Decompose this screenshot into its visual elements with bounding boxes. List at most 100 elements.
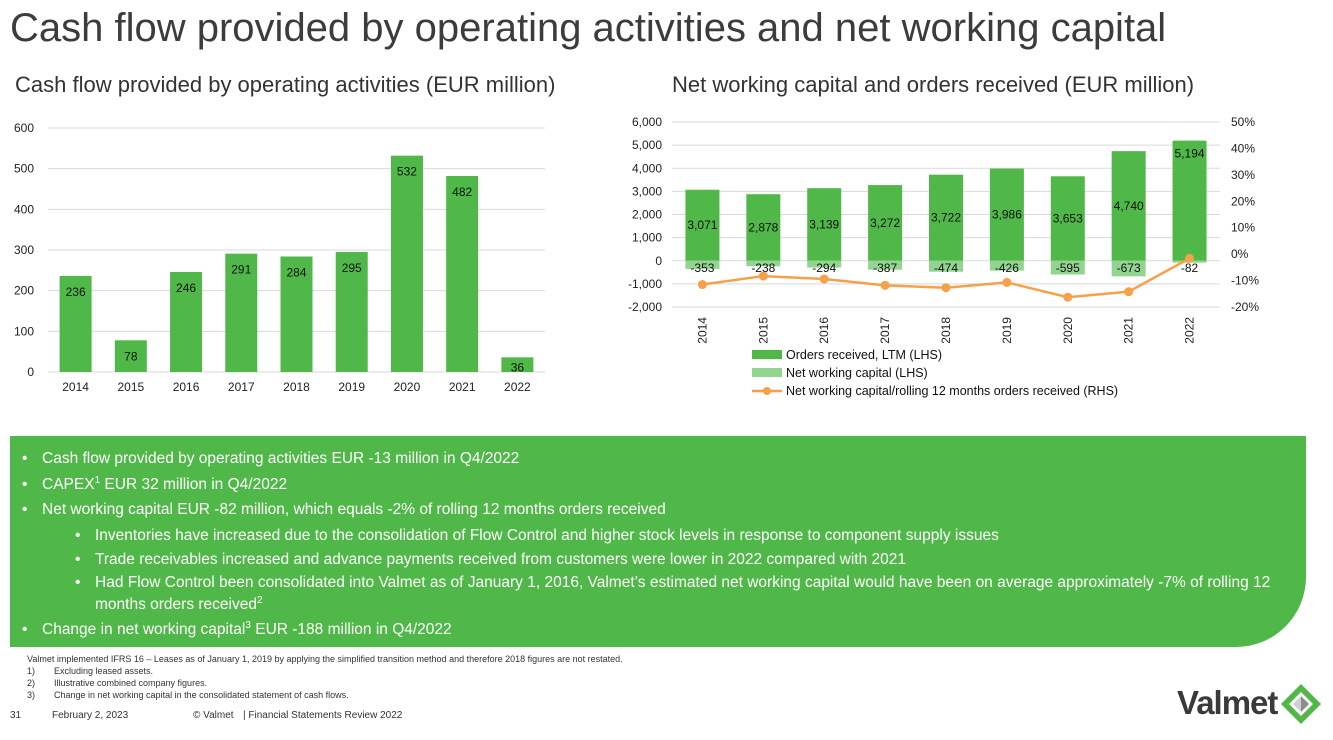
data-label-2021: 482	[452, 185, 472, 199]
bar-2018	[280, 256, 313, 372]
y-tick-label: 2,000	[632, 208, 662, 222]
orders-label-2016: 3,139	[809, 217, 839, 231]
data-label-2015: 78	[124, 349, 138, 363]
footnote-intro: Valmet implemented IFRS 16 – Leases as o…	[27, 654, 623, 664]
ratio-point-2014	[697, 280, 707, 290]
y2-tick-label: 50%	[1231, 115, 1255, 129]
x-tick-label-2019: 2019	[338, 380, 365, 394]
orders-label-2019: 3,986	[992, 208, 1022, 222]
x-tick-label-2014: 2014	[62, 380, 89, 394]
sub-bullet-flow-control: Had Flow Control been consolidated into …	[75, 572, 1275, 615]
y-tick-label: 100	[14, 324, 34, 338]
x-tick-label-2022: 2022	[504, 380, 531, 394]
data-label-2022: 36	[511, 360, 525, 374]
ratio-point-2015	[758, 271, 768, 281]
page-title: Cash flow provided by operating activiti…	[10, 6, 1167, 50]
y-tick-label: 3,000	[632, 184, 662, 198]
y-tick-label: 5,000	[632, 138, 662, 152]
data-label-2020: 532	[397, 165, 417, 179]
ratio-point-2021	[1124, 287, 1134, 297]
ratio-point-2016	[819, 274, 829, 284]
nwc-bar-2014	[685, 260, 720, 269]
nwc-bar-2018	[929, 260, 963, 272]
data-label-2014: 236	[66, 285, 86, 299]
valmet-logo: Valmet	[1177, 684, 1327, 726]
legend-orders: Orders received, LTM (LHS)	[786, 348, 942, 362]
x-tick-label-2016: 2016	[817, 317, 831, 344]
y2-tick-label: 20%	[1231, 194, 1255, 208]
nwc-label-2017: -387	[873, 261, 897, 275]
valmet-diamond-icon	[1281, 684, 1321, 724]
y-tick-label: 4,000	[632, 161, 662, 175]
ratio-point-2018	[941, 283, 951, 293]
bar-2021	[446, 175, 479, 372]
nwc-label-2020: -595	[1056, 261, 1080, 275]
bullet-change-nwc: Change in net working capital3 EUR -188 …	[22, 619, 1275, 641]
bar-2020	[390, 155, 423, 372]
orders-bar-2015	[746, 194, 781, 261]
y-tick-label: -1,000	[628, 277, 662, 291]
footnotes: Valmet implemented IFRS 16 – Leases as o…	[27, 653, 623, 702]
bar-2016	[170, 271, 203, 372]
data-label-2017: 291	[231, 263, 251, 277]
orders-bar-2016	[807, 188, 842, 261]
y2-tick-label: 10%	[1231, 221, 1255, 235]
ratio-point-2020	[1063, 292, 1073, 302]
x-tick-label-2014: 2014	[695, 317, 709, 344]
x-tick-label-2021: 2021	[449, 380, 476, 394]
y-tick-label: 400	[14, 202, 34, 216]
y-tick-label: 300	[14, 243, 34, 257]
bar-2022	[501, 357, 534, 372]
orders-bar-2019	[989, 168, 1024, 261]
nwc-label-2019: -426	[995, 261, 1019, 275]
y-tick-label: 6,000	[632, 115, 662, 129]
data-label-2019: 295	[342, 261, 362, 275]
legend-ratio: Net working capital/rolling 12 months or…	[786, 384, 1118, 398]
data-label-2018: 284	[286, 266, 306, 280]
x-tick-label-2016: 2016	[173, 380, 200, 394]
x-tick-label-2018: 2018	[939, 317, 953, 344]
summary-bullets: Cash flow provided by operating activiti…	[22, 448, 1275, 645]
x-tick-label-2020: 2020	[1061, 317, 1075, 344]
nwc-bar-2021	[1111, 260, 1146, 277]
footer-document: | Financial Statements Review 2022	[243, 710, 403, 721]
nwc-orders-chart: -2,000 -1,000 0 1,000 2,000 3,000 4,000 5,000 6,…	[628, 115, 1259, 398]
orders-label-2022: 5,194	[1175, 147, 1205, 161]
orders-label-2021: 4,740	[1114, 199, 1144, 213]
sub-bullet-receivables: Trade receivables increased and advance …	[75, 549, 1275, 571]
x-tick-label-2021: 2021	[1122, 317, 1136, 344]
x-tick-label-2018: 2018	[283, 380, 310, 394]
footnote-2: 2) Illustrative combined company figures.	[27, 678, 208, 689]
orders-bar-2021	[1111, 151, 1146, 261]
nwc-label-2015: -238	[751, 261, 775, 275]
orders-label-2018: 3,722	[931, 211, 961, 225]
y-tick-label: 200	[14, 284, 34, 298]
orders-label-2020: 3,653	[1053, 212, 1083, 226]
legend-swatch-nwc	[752, 368, 782, 377]
x-tick-label-2022: 2022	[1183, 317, 1197, 344]
nwc-label-2014: -353	[690, 261, 714, 275]
footnote-3: 3) Change in net working capital in the c…	[27, 690, 349, 701]
orders-bar-2017	[868, 185, 903, 261]
page-number: 31	[10, 710, 22, 721]
ratio-point-2019	[1002, 277, 1012, 287]
orders-label-2014: 3,071	[687, 218, 717, 232]
logo-text: Valmet	[1177, 684, 1278, 721]
bullet-net-working-capital: Net working capital EUR -82 million, whi…	[22, 499, 1275, 521]
cash-flow-bar-chart: 0 100 200 300 400 500 600 236 2014 78 2015 246 2016 2…	[14, 121, 545, 394]
orders-bar-2022	[1172, 140, 1207, 261]
nwc-bar-2020	[1050, 260, 1085, 275]
ratio-point-2022	[1185, 253, 1195, 263]
legend-swatch-ratio-marker	[763, 387, 771, 395]
y2-tick-label: -10%	[1231, 274, 1259, 288]
sub-bullet-inventories: Inventories have increased due to the co…	[75, 525, 1275, 547]
orders-bar-2020	[1050, 176, 1085, 261]
legend-nwc: Net working capital (LHS)	[786, 366, 928, 380]
bar-2019	[335, 252, 368, 372]
bar-2017	[225, 253, 258, 372]
footnote-1: 1) Excluding leased assets.	[27, 666, 154, 677]
footer-date: February 2, 2023	[52, 710, 129, 721]
x-tick-label-2017: 2017	[878, 317, 892, 344]
nwc-bar-2015	[746, 260, 781, 267]
y2-tick-label: 40%	[1231, 141, 1255, 155]
